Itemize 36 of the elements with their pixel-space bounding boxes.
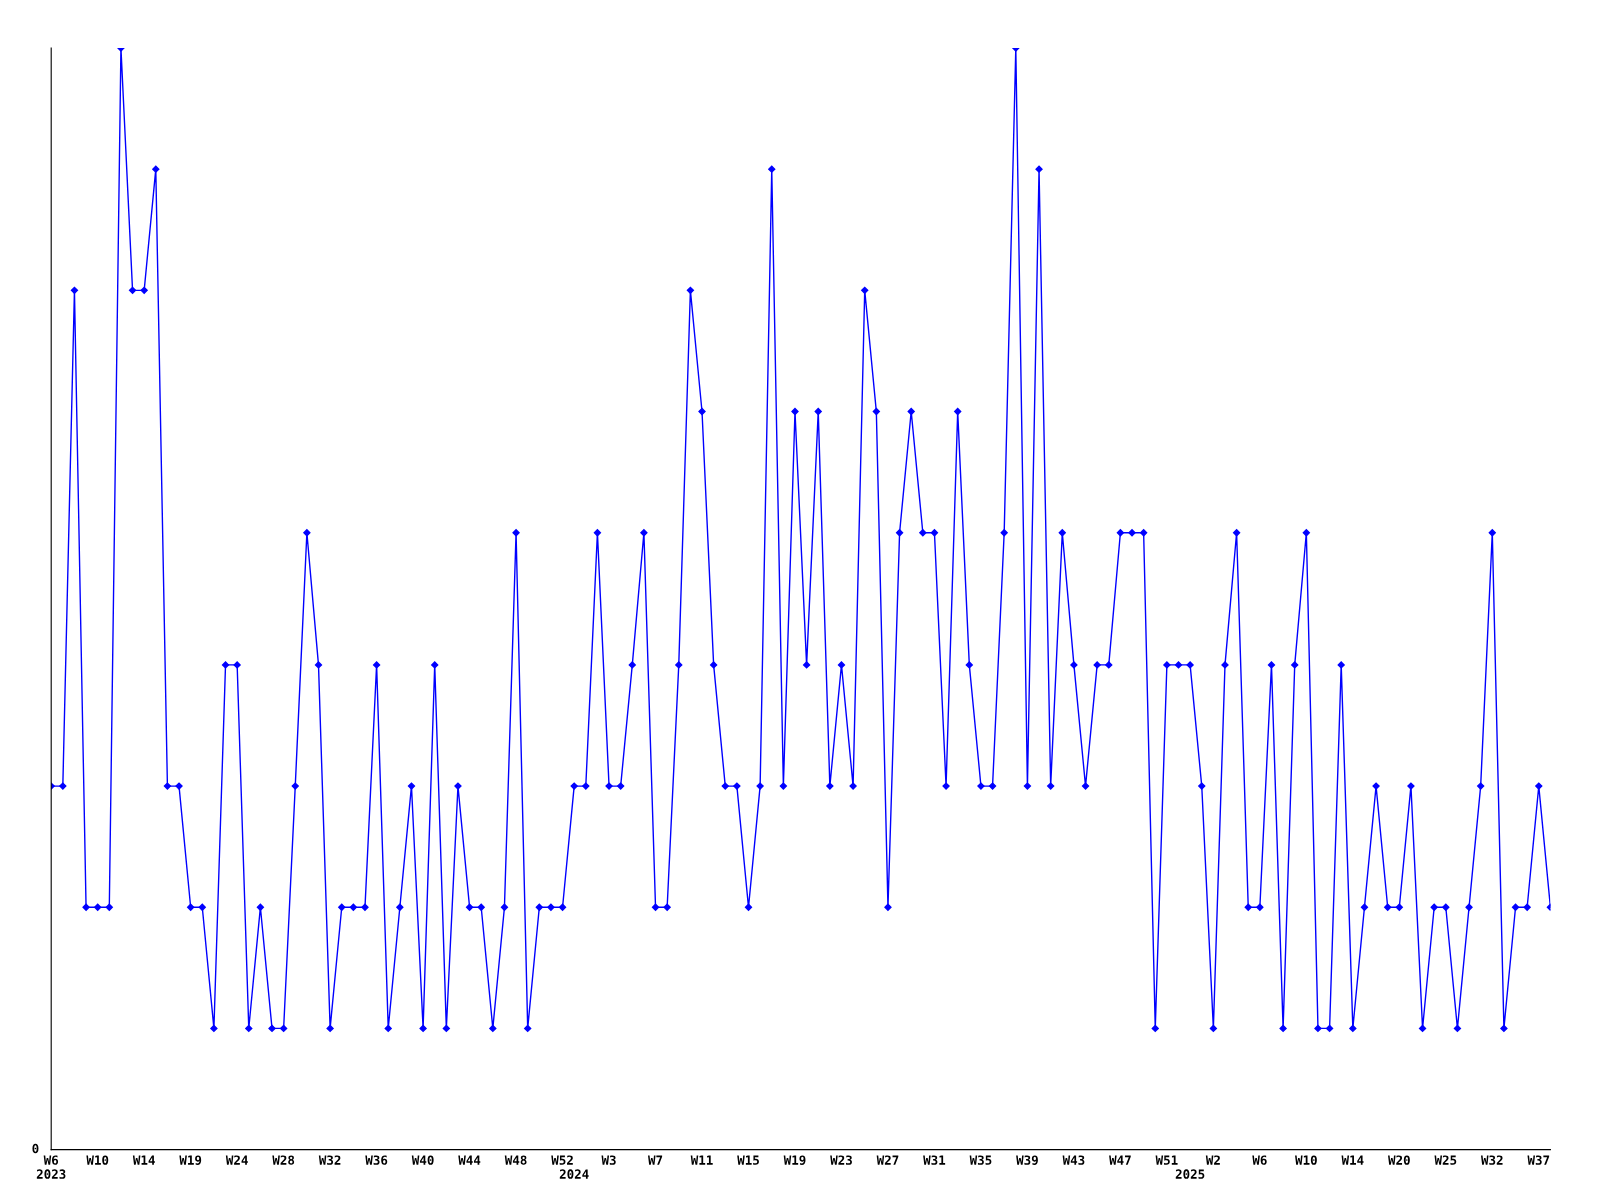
x-tick-label: W40 [411,1155,434,1165]
x-tick-label: W36 [365,1155,388,1165]
x-tick-label: W19 [783,1155,806,1165]
x-tick-label: W24 [225,1155,248,1165]
x-tick-label: W35 [969,1155,992,1165]
x-tick-label: W2 [1205,1155,1220,1165]
x-tick-label: 2025 [1175,1169,1205,1179]
x-tick-label: W32 [1481,1155,1503,1165]
x-tick-label: W27 [876,1155,899,1165]
x-tick-label: W28 [272,1155,295,1165]
x-tick-label: W37 [1527,1155,1550,1165]
x-tick-label: W14 [1341,1155,1364,1165]
x-tick-label: W14 [132,1155,155,1165]
x-tick-label: W31 [923,1155,946,1165]
x-tick-label: W10 [1295,1155,1317,1165]
x-tick-label: W3 [601,1155,616,1165]
x-tick-label: W10 [86,1155,109,1165]
x-tick-label: W6 2023 [36,1155,66,1179]
x-tick-label: W23 [830,1155,852,1165]
x-tick-label: W20 [1388,1155,1410,1165]
x-tick-label: 2024 [559,1169,589,1179]
x-tick-label: W6 [1252,1155,1267,1165]
x-tick-label: W47 [1109,1155,1131,1165]
x-tick-label: W48 [504,1155,527,1165]
x-tick-label: W19 [179,1155,202,1165]
x-tick-label: W44 [458,1155,481,1165]
x-tick-label: W52 [551,1155,573,1165]
x-tick-label: W15 [737,1155,759,1165]
x-tick-label: W25 [1434,1155,1457,1165]
x-tick-label: W51 [1155,1155,1178,1165]
x-tick-label: W7 [648,1155,663,1165]
text: 0 [32,1143,39,1154]
x-tick-label: W11 [690,1155,713,1165]
x-tick-label: W32 [318,1155,341,1165]
x-tick-label: W39 [1016,1155,1038,1165]
x-tick-label: W43 [1062,1155,1085,1165]
